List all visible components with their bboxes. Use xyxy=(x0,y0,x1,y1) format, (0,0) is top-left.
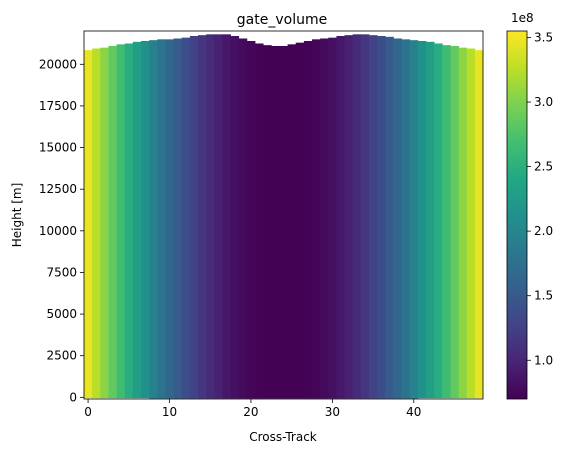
heatmap-column xyxy=(206,34,215,399)
heatmap-column xyxy=(393,38,402,399)
heatmap-column xyxy=(189,35,199,399)
colorbar-ticks: 1.0 1.5 2.0 2.5 3.0 3.5 xyxy=(527,30,553,367)
y-axis-ticks: 0 2500 5000 7500 10000 12500 15000 17500 20000 xyxy=(39,57,84,404)
y-tick-label: 17500 xyxy=(39,99,77,113)
y-tick-label: 0 xyxy=(69,390,77,404)
heatmap-column xyxy=(132,41,142,399)
heatmap-column xyxy=(92,48,101,399)
heatmap-column xyxy=(385,36,394,399)
chart-title: gate_volume xyxy=(237,12,327,28)
x-axis-ticks: 0 10 20 30 40 xyxy=(84,399,421,419)
heatmap-column xyxy=(360,34,370,399)
heatmap-column xyxy=(279,45,288,399)
heatmap-column xyxy=(108,45,117,399)
x-tick-label: 10 xyxy=(162,405,177,419)
heatmap-column xyxy=(417,40,427,399)
heatmap-column xyxy=(263,45,272,399)
colorbar-tick-label: 1.5 xyxy=(534,289,553,303)
heatmap-column xyxy=(328,37,337,399)
heatmap-column xyxy=(450,45,459,399)
y-axis-label: Height [m] xyxy=(10,183,24,248)
x-tick-label: 20 xyxy=(243,405,258,419)
heatmap-column xyxy=(246,40,256,399)
colorbar-tick-label: 3.0 xyxy=(534,95,553,109)
heatmap-column xyxy=(320,38,329,399)
heatmap-column xyxy=(271,45,280,399)
heatmap-column xyxy=(181,37,191,399)
heatmap-cells xyxy=(84,34,484,399)
y-tick-label: 2500 xyxy=(46,349,77,363)
heatmap-column xyxy=(173,38,183,399)
x-tick-label: 40 xyxy=(406,405,421,419)
x-axis-label: Cross-Track xyxy=(249,430,317,444)
heatmap-column xyxy=(84,50,93,399)
heatmap-column xyxy=(369,35,378,399)
x-tick-label: 0 xyxy=(84,405,92,419)
colorbar-tick-label: 2.5 xyxy=(534,160,553,174)
heatmap-column xyxy=(165,39,174,399)
x-tick-label: 30 xyxy=(325,405,340,419)
heatmap-column xyxy=(141,40,150,399)
colorbar-tick-label: 2.0 xyxy=(534,224,553,238)
heatmap-column xyxy=(426,41,435,399)
heatmap-column xyxy=(149,40,158,399)
heatmap-column xyxy=(352,34,362,399)
heatmap-column xyxy=(124,43,134,399)
y-tick-label: 12500 xyxy=(39,182,77,196)
heatmap-column xyxy=(157,39,166,399)
y-tick-label: 5000 xyxy=(46,307,77,321)
heatmap-column xyxy=(466,48,476,399)
heatmap-column xyxy=(336,35,345,399)
heatmap-column xyxy=(214,34,223,399)
heatmap-column xyxy=(312,39,321,399)
y-tick-label: 20000 xyxy=(39,57,77,71)
y-tick-label: 10000 xyxy=(39,224,77,238)
heatmap-column xyxy=(442,45,451,399)
heatmap-column xyxy=(222,34,231,399)
colorbar-tick-label: 3.5 xyxy=(534,30,553,44)
heatmap-column xyxy=(458,47,468,399)
colorbar-tick-label: 1.0 xyxy=(534,353,553,367)
heatmap-column xyxy=(238,38,248,399)
colorbar xyxy=(506,30,528,400)
heatmap-column xyxy=(100,47,109,399)
heatmap-column xyxy=(377,35,386,399)
heatmap-column xyxy=(303,40,313,399)
y-tick-label: 15000 xyxy=(39,141,77,155)
heatmap-column xyxy=(434,43,443,399)
heatmap-column xyxy=(474,50,484,399)
heatmap-column xyxy=(401,39,411,399)
colorbar-offset-label: 1e8 xyxy=(511,11,534,25)
heatmap-column xyxy=(116,44,126,399)
heatmap-column xyxy=(255,43,264,399)
heatmap-column xyxy=(287,44,297,399)
heatmap-column xyxy=(230,35,240,399)
y-tick-label: 7500 xyxy=(46,265,77,279)
heatmap-column xyxy=(409,40,419,399)
heatmap-column xyxy=(344,35,354,399)
heatmap-column xyxy=(198,35,207,399)
plot-frame xyxy=(83,30,484,400)
heatmap-column xyxy=(295,42,305,399)
